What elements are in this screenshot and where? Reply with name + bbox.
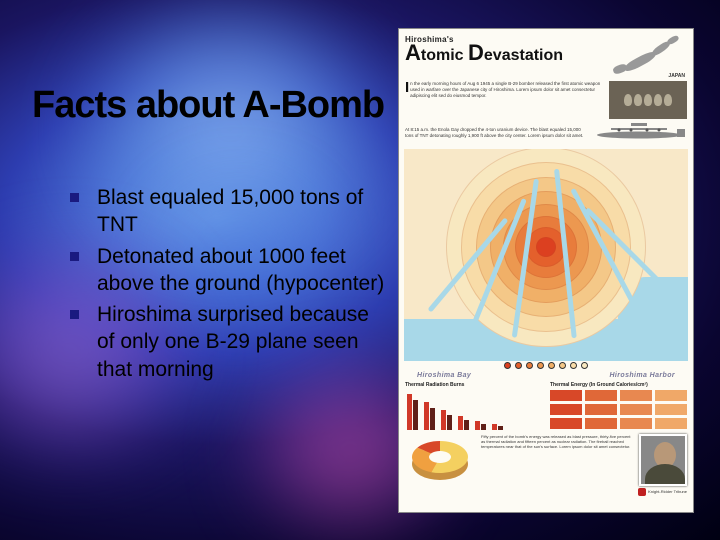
japan-map-icon: JAPAN xyxy=(609,35,687,79)
map-sublabels: Hiroshima Bay Hiroshima Harbor xyxy=(399,370,693,379)
bottom-row: Fifty percent of the bomb's energy was r… xyxy=(399,430,693,486)
heat-chart: Thermal Energy (In Ground Calories/cm²) xyxy=(550,382,687,430)
ring-legend xyxy=(399,361,693,370)
crew-photo xyxy=(609,81,687,119)
bullet-icon xyxy=(70,310,79,319)
infographic-title: Atomic Devastation xyxy=(405,42,609,64)
bar-chart: Thermal Radiation Burns xyxy=(405,382,542,430)
charts-row: Thermal Radiation Burns Thermal Energy (… xyxy=(399,379,693,430)
bar-chart-title: Thermal Radiation Burns xyxy=(405,382,542,388)
bullet-text: Blast equaled 15,000 tons of TNT xyxy=(97,184,390,239)
heat-chart-title: Thermal Energy (In Ground Calories/cm²) xyxy=(550,382,687,388)
label-bay: Hiroshima Bay xyxy=(417,372,471,379)
list-item: Hiroshima surprised because of only one … xyxy=(70,301,390,383)
bullet-text: Hiroshima surprised because of only one … xyxy=(97,301,390,383)
plane-caption: At 8:15 a.m. the Enola Gay dropped the 4… xyxy=(405,127,585,138)
donut-chart xyxy=(405,434,475,486)
blast-radius-map xyxy=(404,149,688,361)
infographic-intro-row: In the early morning hours of Aug 6 1945… xyxy=(399,81,693,119)
list-item: Blast equaled 15,000 tons of TNT xyxy=(70,184,390,239)
slide-title: Facts about A-Bomb xyxy=(32,86,384,124)
bullet-icon xyxy=(70,252,79,261)
bottom-caption: Fifty percent of the bomb's energy was r… xyxy=(481,434,633,486)
survivor-portrait xyxy=(639,434,687,486)
plane-row: At 8:15 a.m. the Enola Gay dropped the 4… xyxy=(399,119,693,145)
label-harbor: Hiroshima Harbor xyxy=(609,372,675,379)
infographic-credit: Knight-Ridder Tribune xyxy=(399,486,693,496)
infographic-intro-text: In the early morning hours of Aug 6 1945… xyxy=(405,81,603,119)
list-item: Detonated about 1000 feet above the grou… xyxy=(70,243,390,298)
publisher-logo-icon xyxy=(638,488,646,496)
bullet-icon xyxy=(70,193,79,202)
map-label: JAPAN xyxy=(668,73,685,79)
infographic-header: Hiroshima's Atomic Devastation JAPAN xyxy=(399,29,693,81)
bullet-list: Blast equaled 15,000 tons of TNT Detonat… xyxy=(70,184,390,387)
bullet-text: Detonated about 1000 feet above the grou… xyxy=(97,243,390,298)
infographic-panel: Hiroshima's Atomic Devastation JAPAN In … xyxy=(398,28,694,513)
b29-plane-icon xyxy=(591,121,687,145)
